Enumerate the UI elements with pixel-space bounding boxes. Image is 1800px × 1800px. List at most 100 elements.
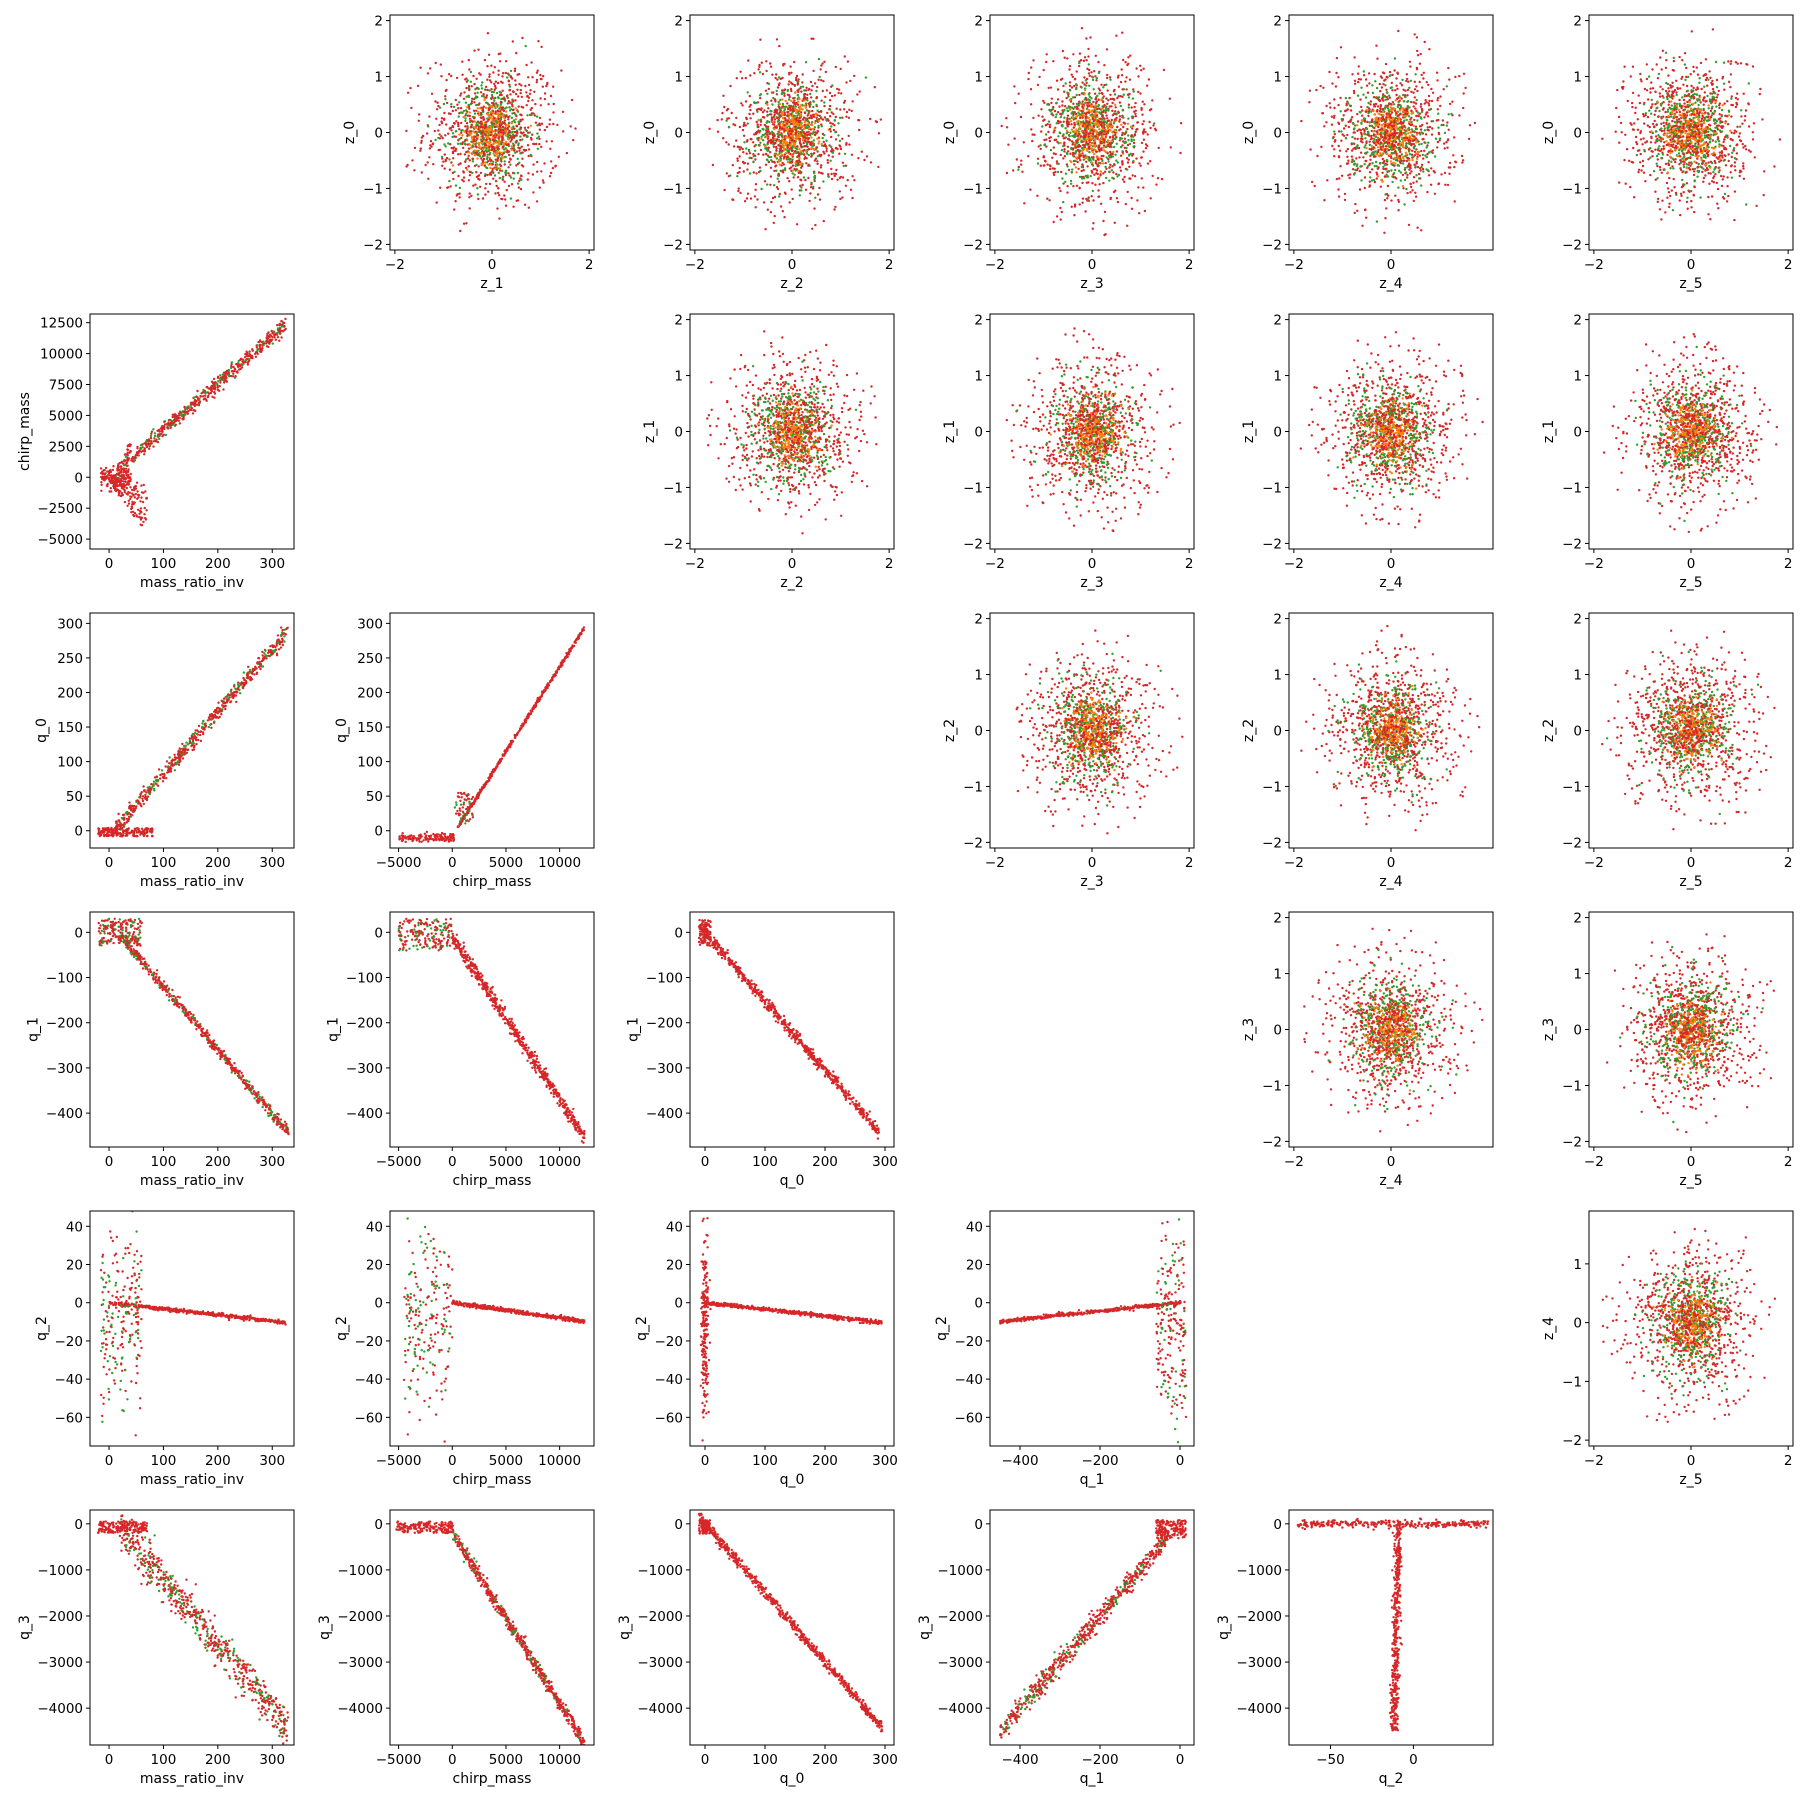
data-point (537, 135, 541, 138)
data-point (767, 130, 770, 133)
data-point (1111, 155, 1115, 158)
data-point (790, 141, 793, 144)
data-point (799, 85, 803, 89)
data-point (1366, 91, 1370, 94)
data-point (790, 130, 794, 133)
data-point (804, 145, 807, 148)
data-point (1075, 70, 1078, 73)
data-point (542, 75, 545, 78)
data-point (732, 145, 736, 148)
data-point (828, 115, 832, 118)
data-point (1057, 135, 1060, 138)
data-point (768, 151, 772, 154)
data-point (1439, 104, 1442, 108)
data-point (1378, 82, 1382, 86)
data-point (1073, 205, 1077, 208)
data-point (496, 191, 500, 195)
data-point (788, 201, 791, 204)
data-point (476, 131, 479, 134)
data-point (778, 192, 781, 196)
data-point (1402, 88, 1405, 92)
data-point (1139, 164, 1142, 167)
data-point (451, 135, 454, 139)
data-point (461, 73, 464, 77)
data-point (771, 73, 774, 76)
data-point (495, 141, 498, 144)
data-point (1359, 151, 1363, 154)
data-point (800, 189, 803, 192)
data-point (536, 124, 539, 127)
data-point (808, 116, 811, 120)
data-point (1397, 209, 1400, 212)
data-point (1426, 190, 1429, 194)
data-point (1064, 127, 1067, 130)
data-point (879, 118, 882, 121)
data-point (494, 120, 498, 123)
data-point (1091, 117, 1094, 121)
data-point (787, 134, 790, 137)
data-point (1155, 183, 1158, 186)
data-point (1113, 88, 1116, 92)
data-point (796, 103, 800, 106)
data-point (459, 142, 462, 145)
data-point (1342, 114, 1345, 117)
data-point (1397, 200, 1401, 203)
data-point (794, 169, 797, 172)
data-point (809, 92, 812, 96)
data-point (1094, 159, 1098, 163)
data-point (1142, 67, 1145, 70)
data-point (830, 145, 833, 149)
data-point (1085, 160, 1088, 163)
data-point (520, 84, 523, 87)
data-point (449, 112, 452, 116)
data-point (495, 134, 498, 137)
data-point (574, 127, 577, 130)
data-point (452, 157, 455, 160)
data-point (1107, 139, 1110, 143)
data-point (738, 166, 741, 170)
data-point (769, 166, 773, 169)
data-point (1031, 133, 1034, 136)
data-point (1383, 198, 1387, 202)
data-point (1092, 144, 1096, 148)
data-point (500, 136, 503, 139)
data-point (1062, 109, 1066, 112)
data-point (837, 91, 840, 95)
data-point (1048, 136, 1051, 140)
data-point (1057, 162, 1060, 165)
data-point (484, 88, 487, 91)
data-point (1095, 110, 1099, 114)
data-point (804, 89, 808, 92)
data-point (776, 78, 779, 81)
data-point (823, 60, 826, 63)
data-point (489, 172, 492, 175)
data-point (1140, 69, 1143, 72)
data-point (502, 143, 505, 146)
data-point (1066, 191, 1069, 194)
data-point (516, 157, 519, 161)
data-point (791, 164, 795, 167)
data-point (754, 143, 757, 147)
data-point (1104, 233, 1107, 236)
data-point (794, 91, 797, 94)
data-point (420, 139, 423, 143)
data-point (770, 99, 773, 102)
data-point (488, 79, 492, 82)
data-point (801, 85, 805, 88)
data-point (517, 105, 520, 108)
data-point (793, 142, 797, 145)
data-point (1115, 150, 1119, 153)
scatter-points (405, 32, 577, 233)
data-point (786, 158, 789, 161)
data-point (471, 97, 474, 101)
data-point (806, 120, 810, 123)
data-point (1118, 118, 1122, 121)
data-point (535, 81, 538, 84)
data-point (482, 92, 485, 96)
data-point (1099, 170, 1103, 173)
data-point (1146, 84, 1149, 87)
data-point (802, 176, 806, 179)
data-point (1396, 72, 1400, 76)
data-point (763, 180, 767, 183)
data-point (1075, 171, 1078, 174)
